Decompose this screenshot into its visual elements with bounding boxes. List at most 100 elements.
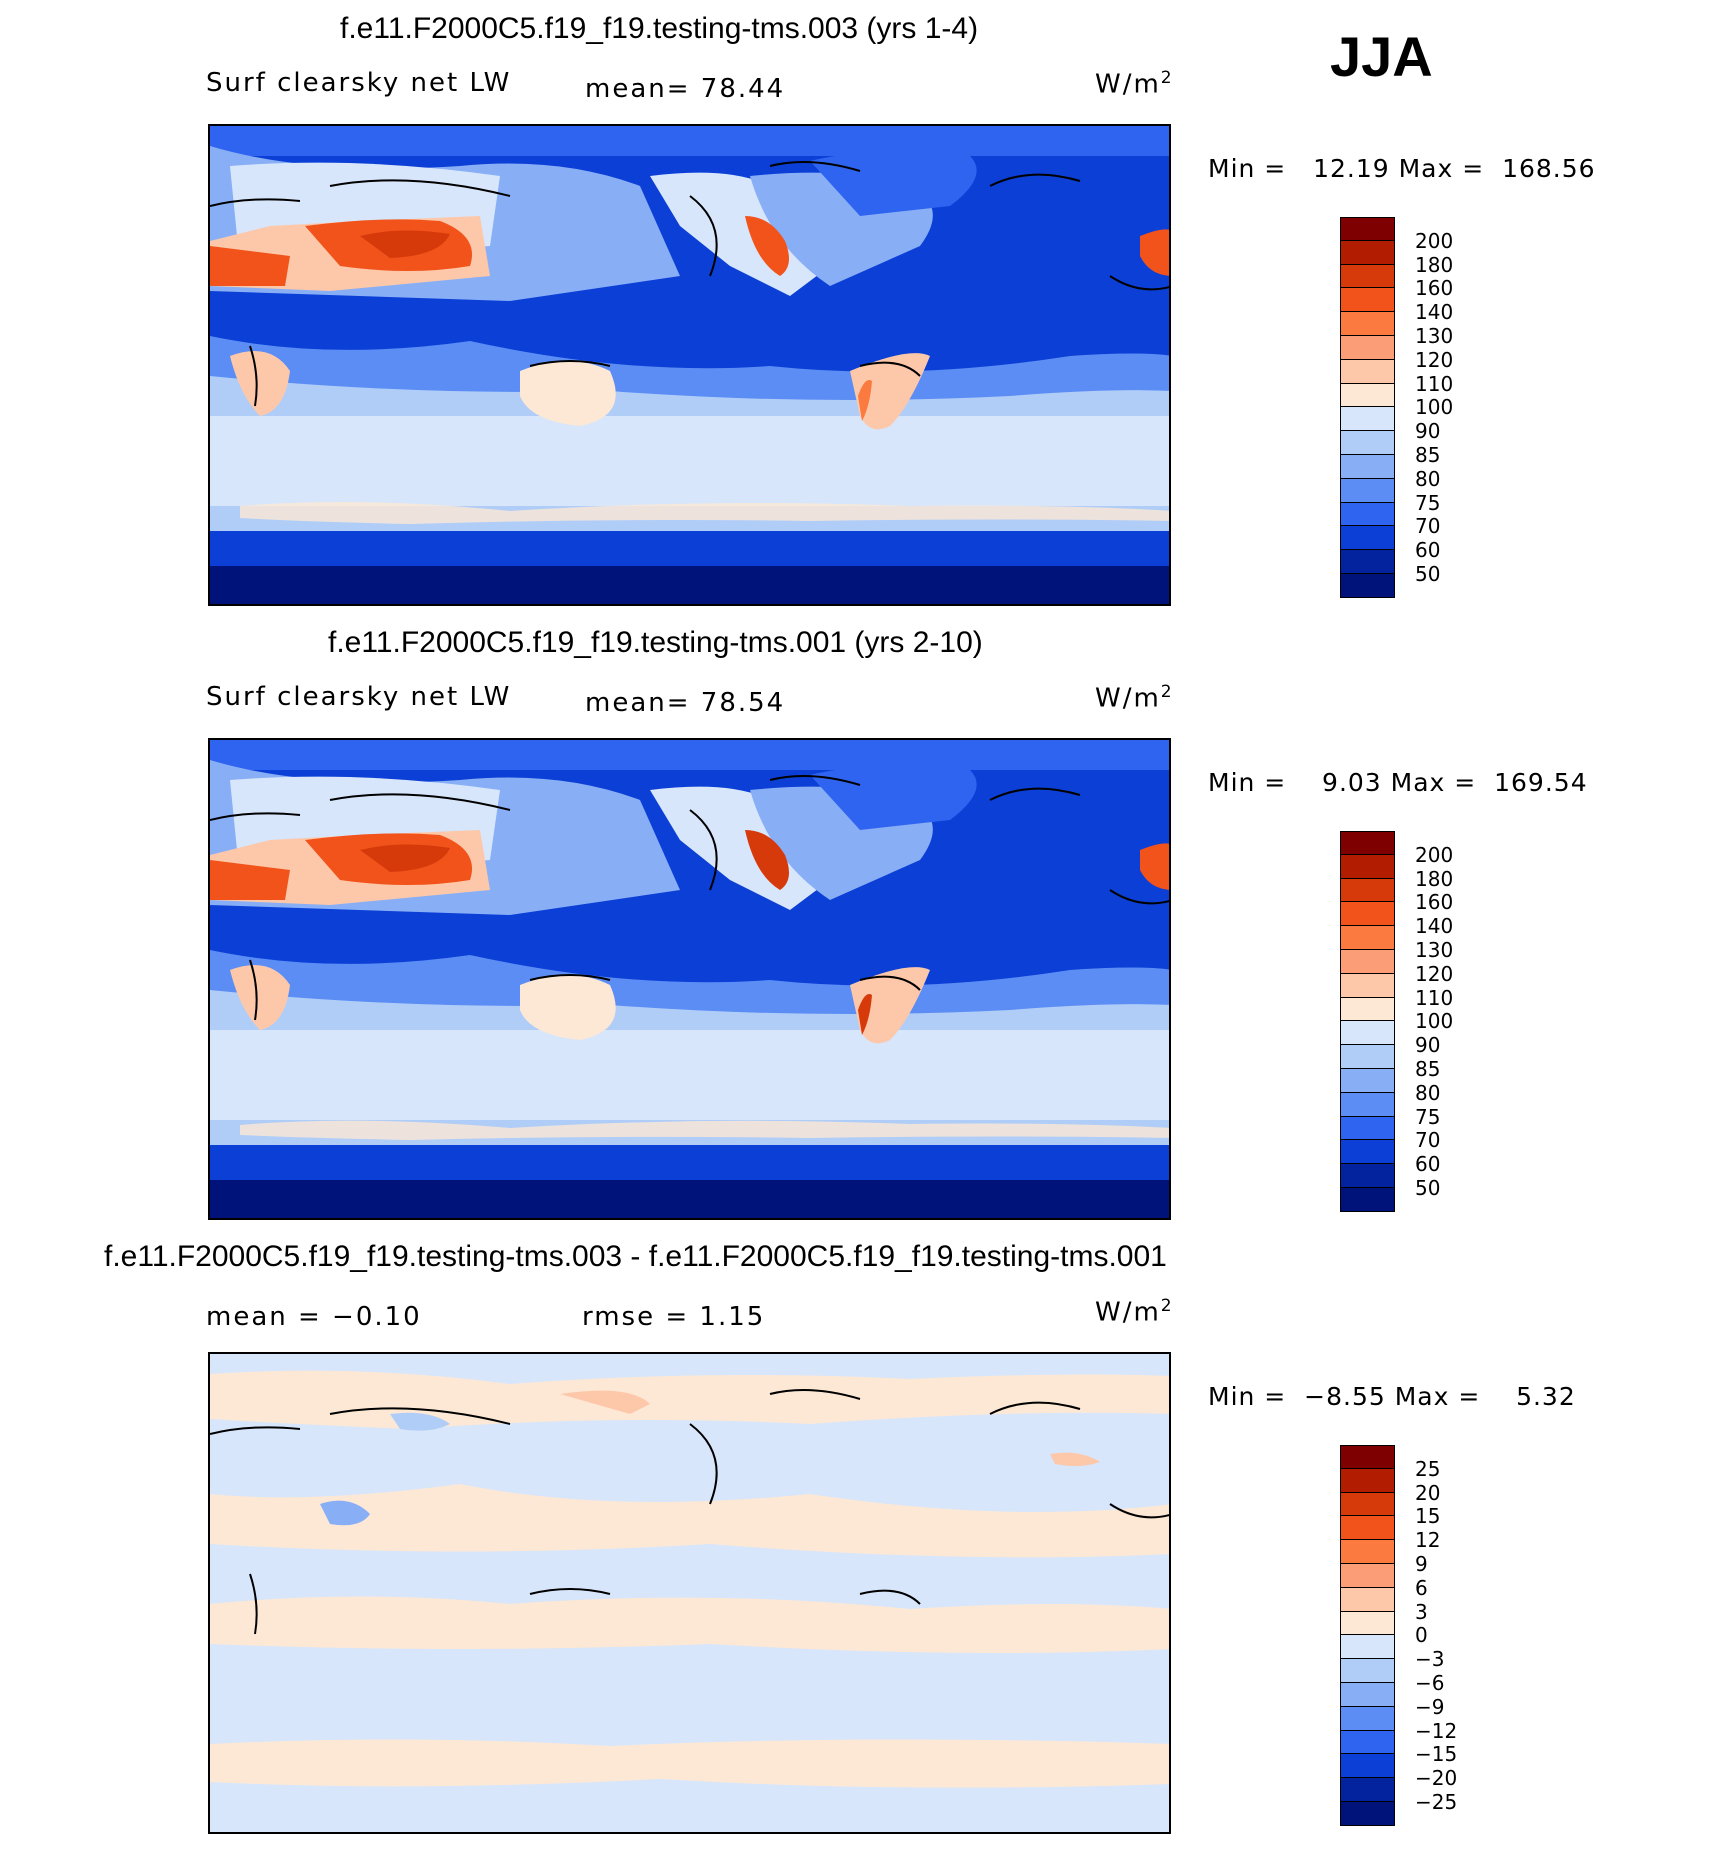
colorbar-tick-label: 9 (1415, 1552, 1428, 1576)
map-shape (210, 1484, 1169, 1558)
colorbar-swatch (1340, 431, 1395, 455)
colorbar-swatch (1340, 878, 1395, 903)
colorbar-tick-label: 120 (1415, 347, 1454, 372)
colorbar-tick-label: 160 (1415, 276, 1454, 301)
colorbar-swatch (1340, 1611, 1395, 1636)
panel-2-units: W/m2 (1095, 682, 1174, 714)
map-shape (858, 380, 872, 421)
map-shape (360, 230, 450, 258)
panel-1-colorbar (1340, 217, 1395, 598)
map-shape (520, 361, 616, 426)
colorbar-tick-label: 80 (1415, 466, 1441, 491)
colorbar-swatch (1340, 1140, 1395, 1165)
map-antarctic-band (210, 566, 1169, 604)
colorbar-swatch (1340, 1778, 1395, 1802)
colorbar-tick-label: 110 (1415, 371, 1454, 396)
colorbar-swatch (1340, 1021, 1395, 1046)
colorbar-tick-label: 180 (1415, 866, 1454, 891)
colorbar-tick-label: −25 (1415, 1790, 1458, 1814)
map-shape (850, 353, 930, 430)
panel-3-colorbar (1340, 1445, 1395, 1826)
panel-3-mean-label: mean = −0.10 (206, 1302, 422, 1332)
panel-2-variable-label: Surf clearsky net LW (206, 682, 512, 712)
map-shape (1140, 229, 1169, 276)
colorbar-tick-label: −12 (1415, 1718, 1458, 1743)
colorbar-tick-label: 0 (1415, 1623, 1428, 1648)
colorbar-swatch (1340, 1164, 1395, 1188)
colorbar-swatch (1340, 217, 1395, 241)
colorbar-swatch (1340, 312, 1395, 336)
panel-3-units: W/m2 (1095, 1296, 1174, 1328)
colorbar-tick-label: 160 (1415, 890, 1454, 915)
colorbar-swatch (1340, 550, 1395, 574)
colorbar-swatch (1340, 1045, 1395, 1069)
colorbar-tick-label: 6 (1415, 1575, 1428, 1600)
coastline-lines (210, 1389, 1169, 1635)
panel-3-minmax: Min = −8.55 Max = 5.32 (1208, 1382, 1576, 1411)
map-shape (1140, 843, 1169, 890)
map-shape (520, 975, 616, 1040)
colorbar-tick-label: 130 (1415, 938, 1454, 962)
colorbar-swatch (1340, 335, 1395, 360)
map-shape (210, 990, 1169, 1030)
colorbar-swatch (1340, 502, 1395, 527)
panel-1-variable-label: Surf clearsky net LW (206, 68, 512, 98)
colorbar-swatch (1340, 831, 1395, 855)
map-shape (230, 351, 290, 416)
colorbar-swatch (1340, 1706, 1395, 1731)
panel-2-colorbar (1340, 831, 1395, 1212)
colorbar-tick-label: −3 (1415, 1647, 1445, 1672)
colorbar-tick-label: −9 (1415, 1694, 1445, 1719)
map-shape (360, 844, 450, 872)
colorbar-swatch (1340, 1187, 1395, 1212)
colorbar-tick-label: 90 (1415, 419, 1441, 444)
colorbar-swatch (1340, 359, 1395, 384)
map-shape (210, 1739, 1169, 1788)
map-shape (390, 1412, 450, 1431)
map-arctic-band (210, 740, 1169, 770)
colorbar-tick-label: 90 (1415, 1033, 1441, 1058)
coastline-lines (210, 775, 1169, 1021)
map-shape (745, 216, 789, 276)
colorbar-swatch (1340, 1492, 1395, 1517)
panel-3-map (208, 1352, 1171, 1834)
colorbar-swatch (1340, 1754, 1395, 1779)
panel-1-title: f.e11.F2000C5.f19_f19.testing-tms.003 (y… (340, 12, 979, 45)
colorbar-tick-label: 85 (1415, 1057, 1441, 1081)
colorbar-tick-label: 200 (1415, 842, 1454, 867)
map-shape (210, 1784, 1169, 1832)
colorbar-swatch (1340, 264, 1395, 289)
map-shape (560, 1390, 650, 1414)
colorbar-tick-label: 70 (1415, 1128, 1441, 1153)
colorbar-tick-label: 110 (1415, 985, 1454, 1010)
panel-2-title: f.e11.F2000C5.f19_f19.testing-tms.001 (y… (328, 626, 983, 659)
colorbar-tick-label: 75 (1415, 490, 1441, 515)
colorbar-swatch (1340, 1468, 1395, 1493)
colorbar-swatch (1340, 926, 1395, 950)
map-arctic-band (210, 126, 1169, 156)
map-band (210, 1145, 1169, 1180)
panel-3-rmse-label: rmse = 1.15 (582, 1302, 766, 1332)
panel-1-map-svg (210, 126, 1169, 604)
map-band (210, 531, 1169, 566)
map-shape (240, 502, 1169, 524)
colorbar-tick-label: 85 (1415, 443, 1441, 467)
colorbar-tick-label: 60 (1415, 538, 1441, 563)
colorbar-swatch (1340, 454, 1395, 479)
colorbar-swatch (1340, 1563, 1395, 1588)
colorbar-tick-label: 50 (1415, 562, 1441, 586)
colorbar-swatch (1340, 573, 1395, 598)
map-antarctic-band (210, 1180, 1169, 1218)
colorbar-swatch (1340, 1540, 1395, 1564)
colorbar-tick-label: 60 (1415, 1152, 1441, 1177)
map-shape (1050, 1452, 1100, 1467)
panel-1-minmax: Min = 12.19 Max = 168.56 (1208, 154, 1596, 183)
colorbar-swatch (1340, 1516, 1395, 1541)
colorbar-swatch (1340, 854, 1395, 879)
colorbar-tick-label: 20 (1415, 1480, 1441, 1505)
colorbar-swatch (1340, 1068, 1395, 1093)
colorbar-swatch (1340, 1635, 1395, 1660)
colorbar-tick-label: 25 (1415, 1456, 1441, 1481)
colorbar-swatch (1340, 1801, 1395, 1826)
map-shape (210, 1596, 1169, 1653)
